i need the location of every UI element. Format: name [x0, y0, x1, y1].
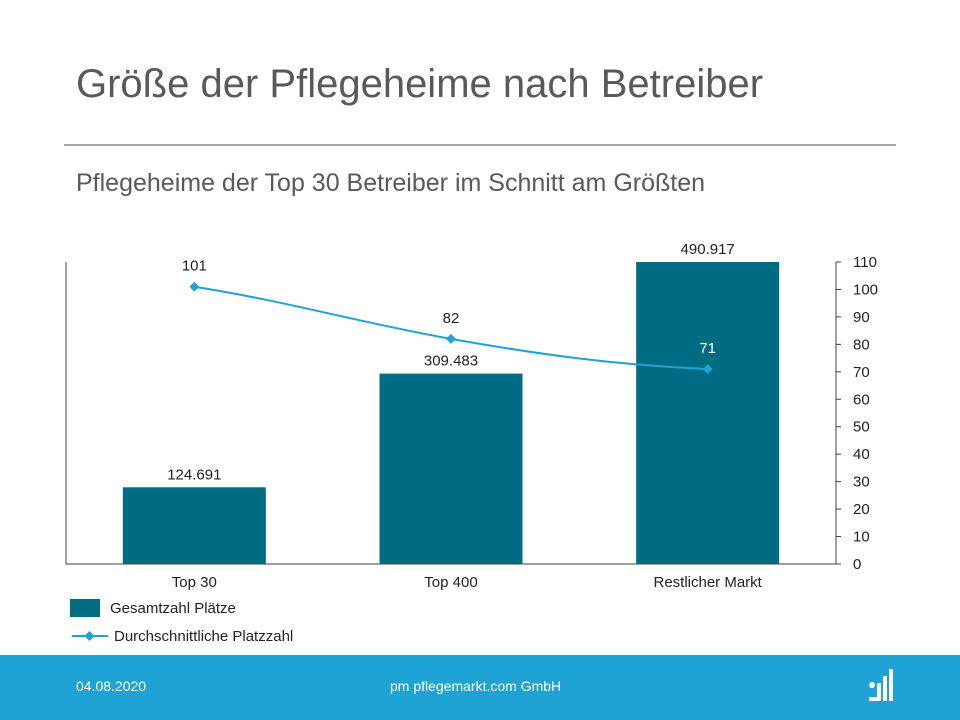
- x-axis-category-label: Restlicher Markt: [653, 574, 762, 591]
- line-data-label: 71: [699, 340, 716, 357]
- x-axis-category-label: Top 30: [172, 574, 217, 591]
- chart-axes: 0 10 20 30 40 50 60 70 80 90 100 110: [65, 254, 878, 573]
- chart-legend: Gesamtzahl Plätze Durchschnittliche Plat…: [70, 594, 293, 650]
- bar: [122, 487, 266, 564]
- chart-labels: Top 30 Top 400 Restlicher Markt 124.691 309.…: [167, 241, 762, 591]
- right-axis-tick-label: 90: [853, 309, 870, 326]
- x-axis-category-label: Top 400: [424, 574, 477, 591]
- right-axis-tick-label: 10: [853, 529, 870, 546]
- footer-bar: 04.08.2020 pm pflegemarkt.com GmbH: [0, 655, 960, 720]
- legend-bar-label: Gesamtzahl Plätze: [110, 599, 236, 617]
- right-axis-tick-label: 20: [853, 501, 870, 518]
- title-divider: [64, 144, 896, 146]
- bar-data-label: 309.483: [424, 353, 478, 370]
- footer-date: 04.08.2020: [76, 678, 147, 694]
- right-axis-tick-label: 110: [853, 254, 877, 271]
- right-axis-tick-label: 50: [853, 419, 870, 436]
- legend-line-swatch: [72, 631, 108, 641]
- combo-chart: 0 10 20 30 40 50 60 70 80 90 100 110 Top 30 Top 400 R…: [65, 241, 878, 591]
- right-axis-tick-label: 40: [853, 446, 870, 463]
- line-point-marker: [189, 281, 200, 292]
- line-series: [189, 281, 713, 375]
- line-point-marker: [702, 364, 713, 375]
- bar-data-label: 490.917: [681, 241, 735, 258]
- bar-series: [122, 262, 780, 564]
- footer-company: pm pflegemarkt.com GmbH: [390, 678, 562, 694]
- legend-item-bars: Gesamtzahl Plätze: [70, 594, 293, 622]
- right-axis-tick-label: 60: [853, 391, 870, 408]
- line-data-label: 82: [443, 310, 460, 327]
- line-data-label: 101: [182, 258, 207, 275]
- legend-bar-swatch: [70, 599, 100, 617]
- pflegemarkt-logo-icon: [869, 669, 893, 701]
- bar-data-label: 124.691: [167, 466, 221, 483]
- slide-subtitle: Pflegeheime der Top 30 Betreiber im Schn…: [76, 169, 706, 197]
- right-axis-tick-label: 70: [853, 364, 870, 381]
- legend-item-line: Durchschnittliche Platzzahl: [70, 622, 293, 650]
- line-point-marker: [446, 333, 456, 344]
- right-axis-tick-label: 100: [853, 281, 878, 298]
- slide-title: Größe der Pflegeheime nach Betreiber: [76, 62, 764, 106]
- bar: [636, 262, 780, 564]
- right-axis-tick-label: 30: [853, 474, 870, 491]
- bar: [379, 373, 523, 564]
- right-axis-tick-label: 80: [853, 336, 870, 353]
- right-axis-tick-label: 0: [853, 556, 861, 573]
- legend-line-label: Durchschnittliche Platzzahl: [114, 627, 294, 645]
